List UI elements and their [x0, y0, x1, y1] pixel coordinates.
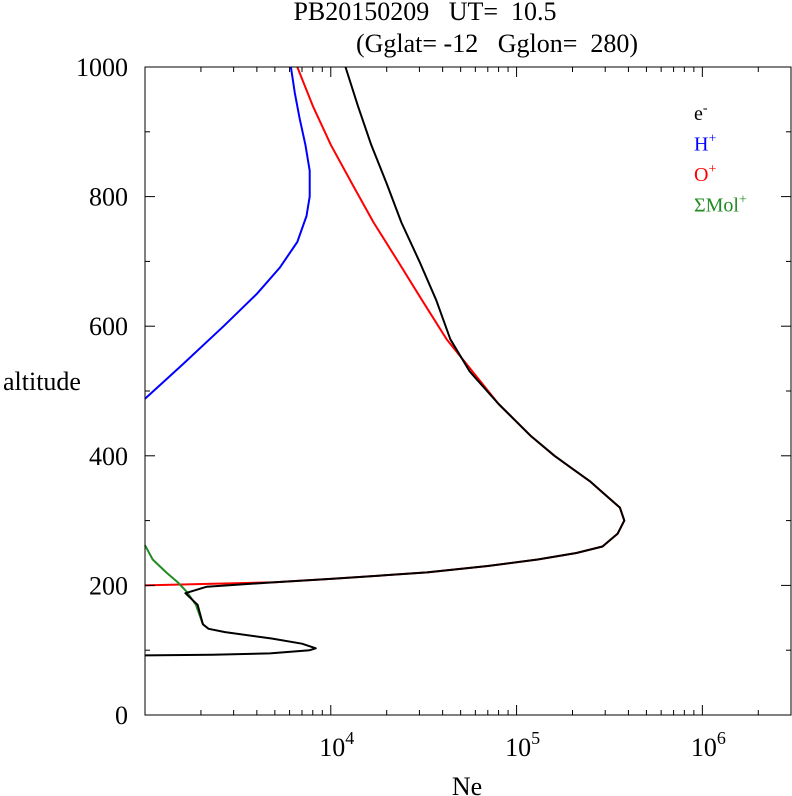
y-axis-label: altitude — [3, 367, 81, 396]
chart-title-line1: PB20150209 UT= 10.5 — [293, 0, 556, 26]
y-tick-label: 200 — [89, 571, 128, 600]
legend-entry: ΣMol+ — [694, 193, 747, 217]
series-line-0 — [144, 66, 311, 400]
y-tick-label: 400 — [89, 442, 128, 471]
y-axis: 0 200 400 600 800 1000 — [76, 53, 791, 730]
y-tick-label: 1000 — [76, 53, 128, 82]
y-tick-label: 0 — [115, 701, 128, 730]
legend: e- H+ O+ ΣMol+ — [694, 101, 747, 217]
x-axis-label: Ne — [452, 772, 482, 796]
legend-entry: e- — [694, 101, 708, 125]
y-tick-label: 600 — [89, 312, 128, 341]
x-tick-label: 105 — [505, 728, 540, 762]
chart-title-line2: (Gglat= -12 Gglon= 280) — [356, 29, 638, 58]
legend-entry: O+ — [694, 162, 716, 186]
series-line-3 — [144, 66, 626, 657]
x-tick-label: 106 — [691, 728, 726, 762]
legend-entry: H+ — [694, 132, 716, 156]
series-line-2 — [144, 544, 204, 625]
y-tick-label: 800 — [89, 183, 128, 212]
series-layer — [144, 66, 626, 657]
x-axis: 104 105 106 — [200, 67, 759, 762]
x-tick-label: 104 — [319, 728, 354, 762]
series-line-1 — [144, 66, 626, 587]
